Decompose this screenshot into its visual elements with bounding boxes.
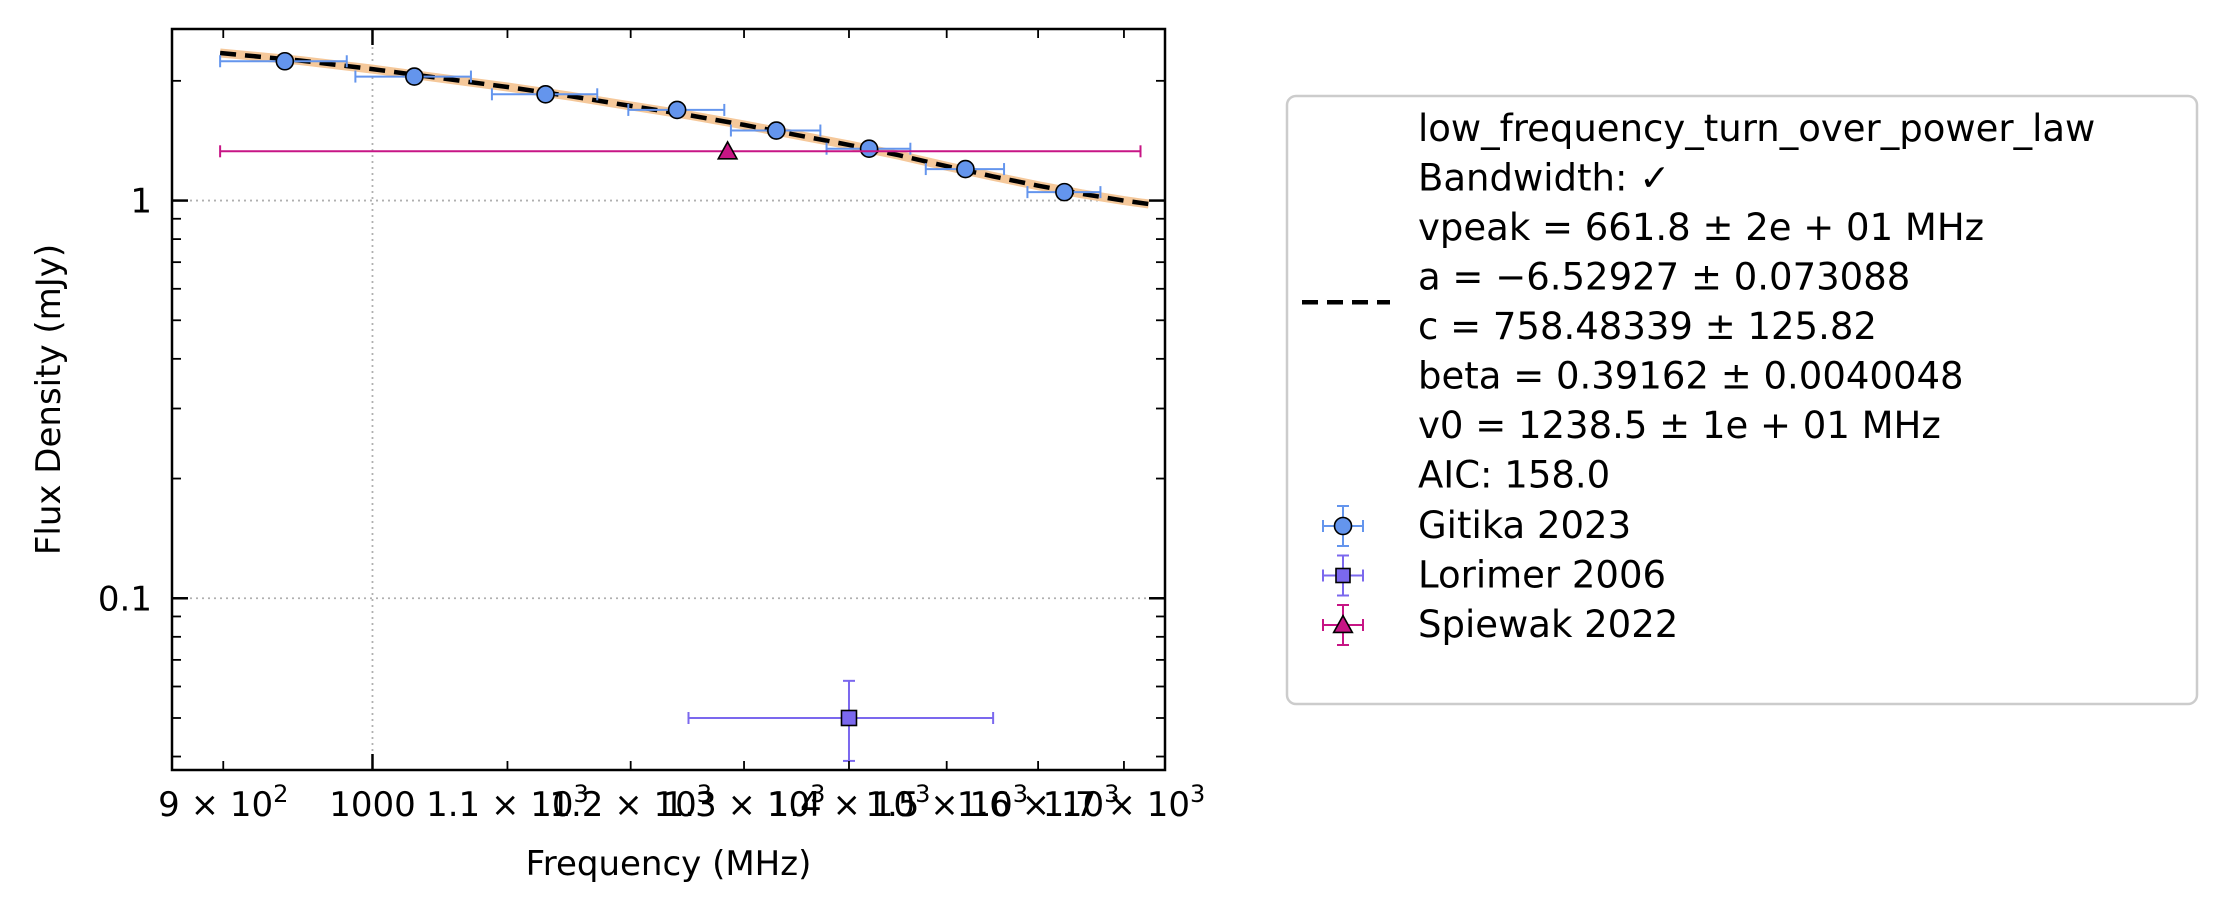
legend-entry: Gitika 2023 [1322, 504, 1631, 547]
data-point-circle [1055, 182, 1074, 202]
legend-fit-line: low_frequency_turn_over_power_law [1418, 107, 2095, 150]
data-point-circle [275, 51, 295, 71]
grid-lines [172, 29, 1165, 770]
legend-marker [1335, 567, 1351, 584]
plot-frame [170, 27, 1167, 772]
legend-marker [1333, 516, 1353, 536]
legend-series-label: Spiewak 2022 [1418, 603, 1678, 646]
legend-box [1285, 94, 2199, 706]
data-point-circle [536, 85, 555, 104]
data-series-layer [219, 51, 1142, 762]
data-point-square [840, 709, 858, 727]
data-point-circle [859, 139, 879, 159]
legend-fit-line: c = 758.48339 ± 125.82 [1418, 305, 1877, 348]
x-tick-label: 1.7 × 103 [1043, 780, 1206, 825]
legend-fit-line: beta = 0.39162 ± 0.0040048 [1418, 355, 1964, 398]
x-tick-label: 1.4 × 103 [768, 780, 931, 825]
y-tick-label: 1 [130, 182, 152, 222]
legend-fit-line: a = −6.52927 ± 0.073088 [1418, 256, 1910, 299]
x-tick-label: 1.1 × 103 [426, 780, 589, 825]
y-tick-label: 0.1 [98, 579, 152, 619]
legend-entry: Lorimer 2006 [1322, 554, 1666, 597]
y-axis-label: Flux Density (mJy) [29, 244, 69, 555]
series-spiewak-2022 [219, 140, 1142, 160]
data-point-circle [667, 100, 687, 120]
series-gitika-2023 [219, 51, 1102, 202]
x-tick-label: 1000 [329, 785, 416, 825]
legend-entry: Spiewak 2022 [1322, 603, 1678, 646]
x-tick-label: 1.2 × 103 [549, 780, 712, 825]
data-point-triangle [716, 140, 739, 160]
data-point-circle [767, 121, 786, 140]
data-point-circle [956, 159, 975, 179]
x-tick-label: 1.6 × 103 [957, 780, 1120, 825]
legend-fit-line: vpeak = 661.8 ± 2e + 01 MHz [1418, 206, 1984, 249]
legend-series-label: Gitika 2023 [1418, 504, 1631, 547]
series-lorimer-2006 [687, 679, 995, 762]
legend-fit-line: AIC: 158.0 [1418, 454, 1610, 497]
x-tick-label: 1.3 × 103 [663, 780, 826, 825]
legend-fit-line: v0 = 1238.5 ± 1e + 01 MHz [1418, 404, 1941, 447]
x-tick-label: 9 × 102 [158, 780, 288, 825]
data-point-circle [405, 67, 424, 86]
legend-series-label: Lorimer 2006 [1418, 554, 1666, 597]
x-tick-label: 1.5 × 103 [865, 780, 1028, 825]
legend-marker [1332, 614, 1354, 634]
legend: low_frequency_turn_over_power_law Bandwid… [1285, 94, 2199, 706]
legend-fit-line: Bandwidth: ✓ [1418, 157, 1670, 200]
x-axis-label: Frequency (MHz) [526, 844, 812, 884]
